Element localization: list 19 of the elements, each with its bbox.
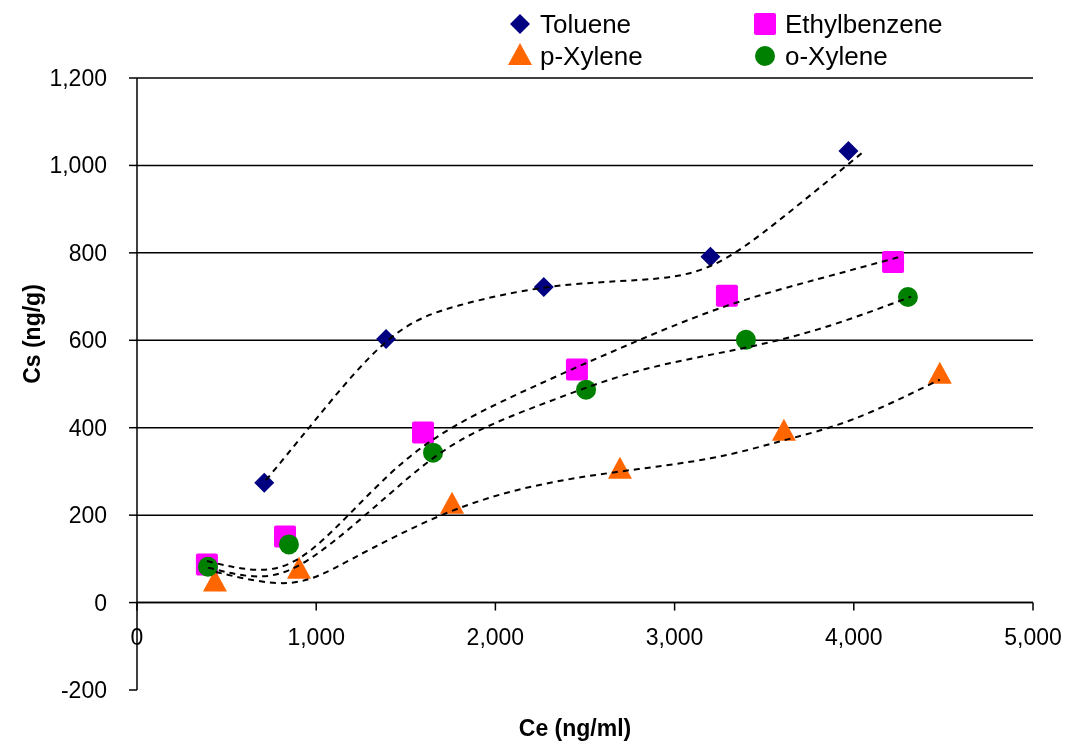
x-axis-title: Ce (ng/ml)	[518, 715, 632, 741]
y-tick-label: 800	[68, 239, 107, 266]
y-tick-label: 600	[68, 327, 107, 354]
x-tick-label: 3,000	[645, 623, 704, 650]
legend-label: Ethylbenzene	[785, 9, 943, 40]
x-tick-label: 5,000	[1004, 623, 1062, 650]
y-tick-label: -200	[60, 677, 107, 704]
legend-label: o-Xylene	[785, 41, 888, 72]
y-tick-label: 200	[68, 502, 107, 529]
y-axis-title: Cs (ng/g)	[19, 284, 45, 384]
x-tick-label: 4,000	[825, 623, 883, 650]
y-tick-label: 1,200	[49, 65, 107, 92]
legend-label: Toluene	[540, 9, 632, 40]
y-tick-label: 1,000	[49, 152, 107, 179]
x-tick-label: 1,000	[287, 623, 345, 650]
x-tick-label: 2,000	[466, 623, 525, 650]
y-tick-label: 400	[68, 414, 107, 441]
legend-label: p-Xylene	[540, 41, 643, 72]
y-tick-label: 0	[94, 589, 107, 616]
